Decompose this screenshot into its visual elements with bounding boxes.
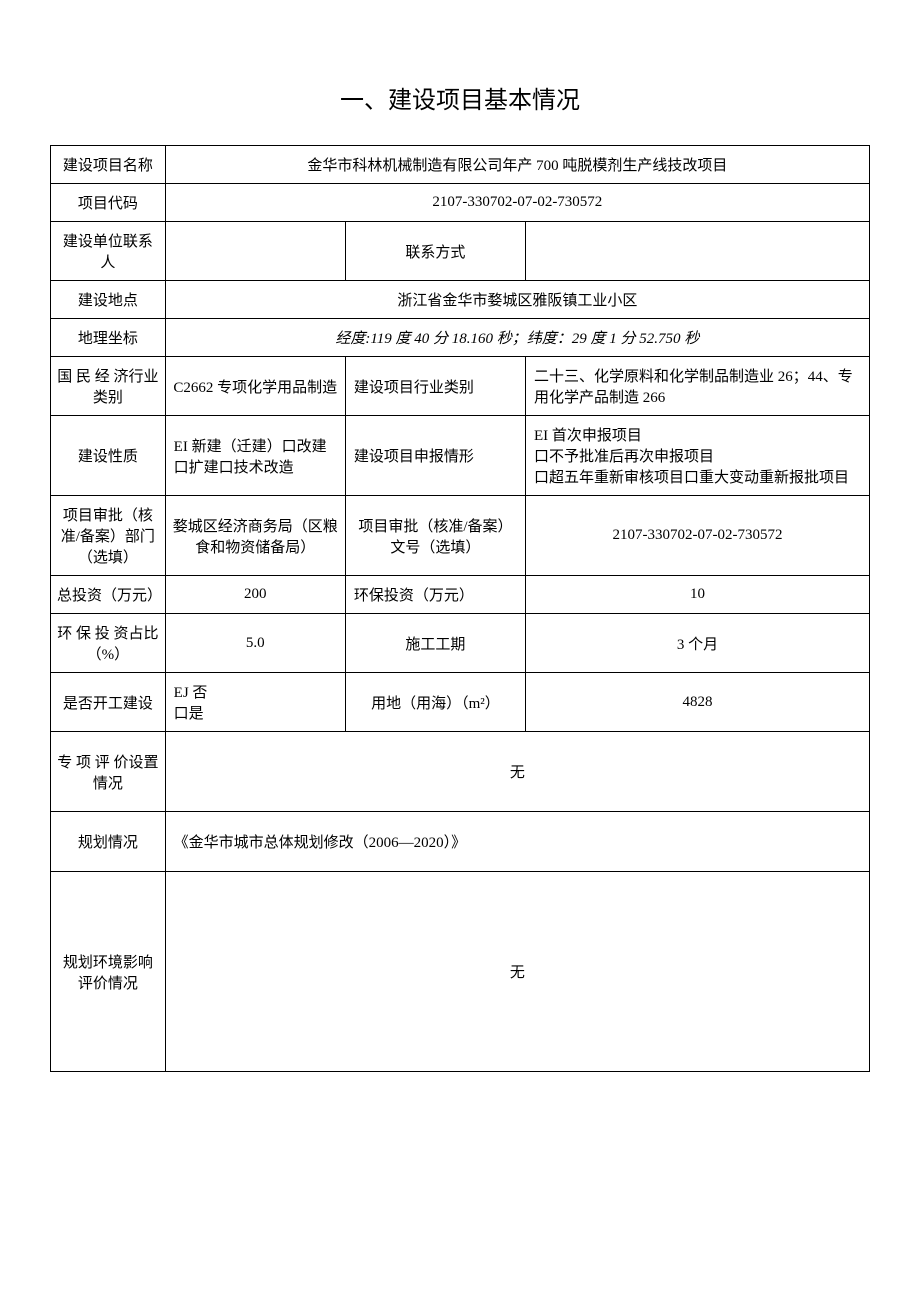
project-name-label: 建设项目名称 bbox=[51, 146, 166, 184]
special-value: 无 bbox=[165, 732, 869, 812]
plan-label: 规划情况 bbox=[51, 812, 166, 872]
project-code-label: 项目代码 bbox=[51, 184, 166, 222]
total-invest-value: 200 bbox=[165, 576, 345, 614]
report-value: EI 首次申报项目 口不予批准后再次申报项目 口超五年重新审核项目口重大变动重新… bbox=[526, 416, 870, 496]
report-label: 建设项目申报情形 bbox=[345, 416, 525, 496]
coord-label: 地理坐标 bbox=[51, 319, 166, 357]
project-name-value: 金华市科林机械制造有限公司年产 700 吨脱模剂生产线技改项目 bbox=[165, 146, 869, 184]
coord-value: 经度:119 度 40 分 18.160 秒；纬度：29 度 1 分 52.75… bbox=[165, 319, 869, 357]
contact-method-value bbox=[526, 222, 870, 281]
plan-env-value: 无 bbox=[165, 872, 869, 1072]
period-value: 3 个月 bbox=[526, 614, 870, 673]
industry-type-label: 建设项目行业类别 bbox=[345, 357, 525, 416]
env-invest-label: 环保投资（万元） bbox=[345, 576, 525, 614]
land-label: 用地（用海）（m²） bbox=[345, 673, 525, 732]
total-invest-label: 总投资（万元） bbox=[51, 576, 166, 614]
env-ratio-value: 5.0 bbox=[165, 614, 345, 673]
industry-label: 国 民 经 济行业类别 bbox=[51, 357, 166, 416]
special-label: 专 项 评 价设置情况 bbox=[51, 732, 166, 812]
location-label: 建设地点 bbox=[51, 281, 166, 319]
project-info-table: 建设项目名称 金华市科林机械制造有限公司年产 700 吨脱模剂生产线技改项目 项… bbox=[50, 145, 870, 1072]
approval-no-value: 2107-330702-07-02-730572 bbox=[526, 496, 870, 576]
started-label: 是否开工建设 bbox=[51, 673, 166, 732]
contact-label: 建设单位联系人 bbox=[51, 222, 166, 281]
section-title: 一、建设项目基本情况 bbox=[50, 80, 870, 115]
plan-env-label: 规划环境影响评价情况 bbox=[51, 872, 166, 1072]
land-value: 4828 bbox=[526, 673, 870, 732]
nature-label: 建设性质 bbox=[51, 416, 166, 496]
location-value: 浙江省金华市婺城区雅阪镇工业小区 bbox=[165, 281, 869, 319]
approval-no-label: 项目审批（核准/备案）文号（选填） bbox=[345, 496, 525, 576]
started-value: EJ 否 口是 bbox=[165, 673, 345, 732]
env-ratio-label: 环 保 投 资占比（%） bbox=[51, 614, 166, 673]
approval-dept-label: 项目审批（核准/备案）部门（选填） bbox=[51, 496, 166, 576]
env-invest-value: 10 bbox=[526, 576, 870, 614]
project-code-value: 2107-330702-07-02-730572 bbox=[165, 184, 869, 222]
industry-value: C2662 专项化学用品制造 bbox=[165, 357, 345, 416]
contact-method-label: 联系方式 bbox=[345, 222, 525, 281]
nature-value: EI 新建（迁建）口改建 口扩建口技术改造 bbox=[165, 416, 345, 496]
plan-value: 《金华市城市总体规划修改（2006—2020）》 bbox=[165, 812, 869, 872]
period-label: 施工工期 bbox=[345, 614, 525, 673]
industry-type-value: 二十三、化学原料和化学制品制造业 26；44、专用化学产品制造 266 bbox=[526, 357, 870, 416]
contact-value bbox=[165, 222, 345, 281]
approval-dept-value: 婺城区经济商务局（区粮食和物资储备局） bbox=[165, 496, 345, 576]
